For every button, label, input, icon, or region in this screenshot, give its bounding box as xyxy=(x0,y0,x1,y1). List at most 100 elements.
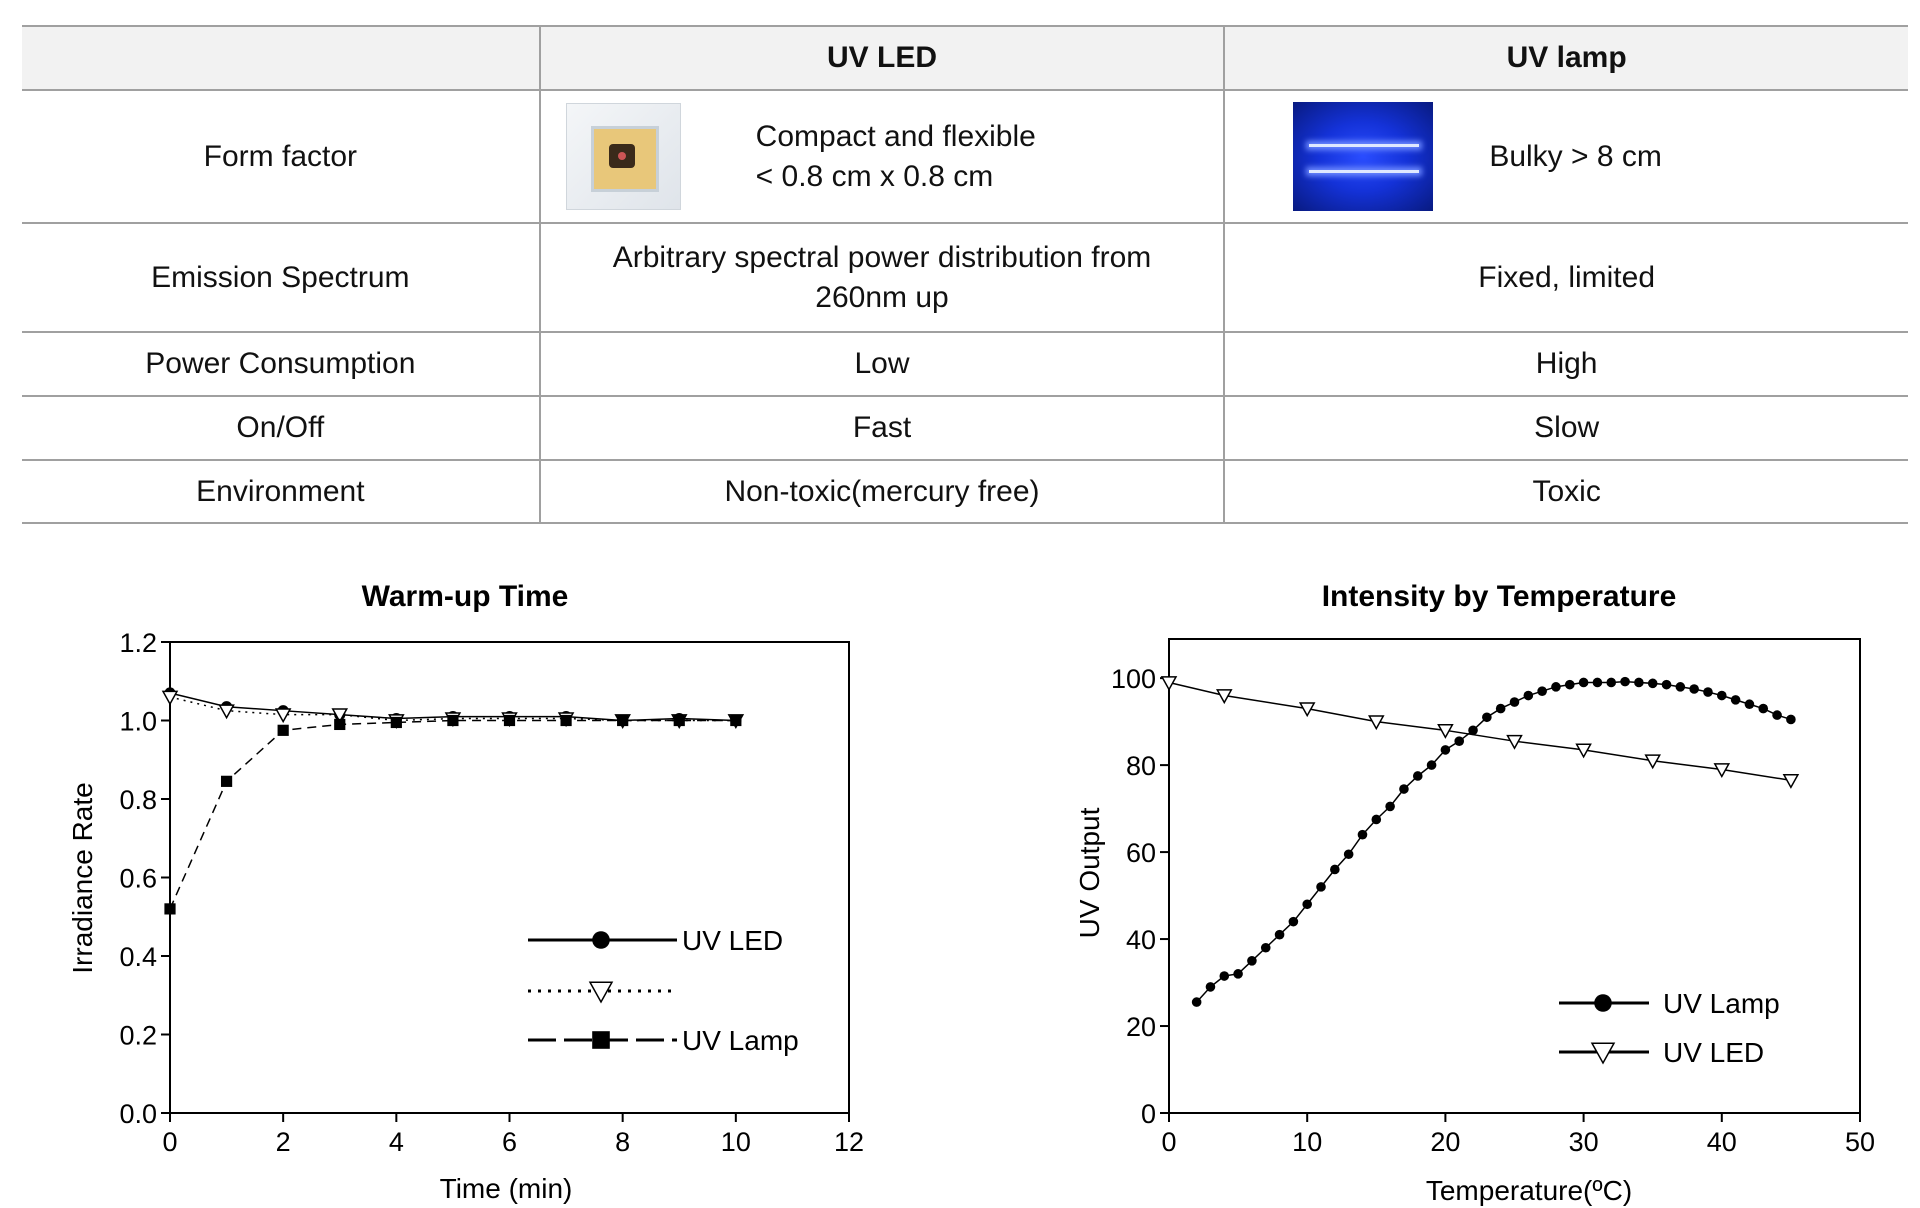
series-uv-led xyxy=(1160,676,1800,789)
legend-entry: UV LED xyxy=(1559,1037,1764,1068)
led-form-line2: < 0.8 cm x 0.8 cm xyxy=(755,159,994,193)
data-point xyxy=(390,716,402,729)
data-point xyxy=(617,714,629,727)
x-tick-label: 30 xyxy=(1569,1127,1599,1157)
row-label: Power Consumption xyxy=(22,331,540,397)
data-point xyxy=(331,708,349,724)
data-point xyxy=(1551,682,1561,692)
data-point xyxy=(1247,955,1257,966)
data-point xyxy=(1758,703,1769,714)
data-point xyxy=(1191,997,1202,1007)
legend-label: UV Lamp xyxy=(1663,988,1780,1019)
lamp-form: Bulky > 8 cm xyxy=(1489,139,1662,173)
led-cell: Non-toxic(mercury free) xyxy=(538,459,1225,524)
x-tick-label: 50 xyxy=(1845,1127,1875,1157)
y-tick-label: 0 xyxy=(1141,1099,1156,1129)
data-point xyxy=(1620,676,1630,687)
y-tick-label: 100 xyxy=(1111,664,1156,694)
lamp-cell: Fixed, limited xyxy=(1223,222,1908,333)
legend-entry: UV Lamp xyxy=(528,1025,799,1056)
table-row: Power Consumption Low High xyxy=(22,331,1908,397)
data-point xyxy=(1578,677,1589,688)
y-tick-label: 1.0 xyxy=(119,707,157,737)
x-tick-label: 10 xyxy=(721,1127,751,1157)
x-axis-label-temperature: Temperature(ºC) xyxy=(1426,1175,1632,1206)
data-point xyxy=(1440,745,1451,755)
data-point xyxy=(1298,702,1316,718)
data-point xyxy=(1703,687,1713,697)
series-line xyxy=(1168,681,1792,782)
y-tick-label: 0.6 xyxy=(119,864,157,894)
lamp-cell: Toxic xyxy=(1223,459,1908,524)
legend-label: UV Lamp xyxy=(682,1025,799,1056)
data-point xyxy=(164,903,176,915)
lamp-cell: Slow xyxy=(1223,395,1908,461)
data-point xyxy=(1219,971,1230,981)
table-row: Environment Non-toxic(mercury free) Toxi… xyxy=(22,459,1908,524)
x-tick-label: 10 xyxy=(1292,1127,1322,1157)
data-point xyxy=(1371,814,1382,825)
led-cell: Low xyxy=(538,331,1225,397)
data-point xyxy=(1288,916,1299,927)
data-point xyxy=(1399,784,1409,794)
data-point xyxy=(1675,682,1686,692)
x-tick-label: 6 xyxy=(502,1127,517,1157)
legend-entry: UV LED xyxy=(528,925,783,956)
data-point xyxy=(1523,690,1534,701)
plot-warmup: 0 2 4 6 8 10 12 0.0 0.2 0.4 0.6 0.8 1.0 1.2 UV LED UV L… xyxy=(119,628,864,1157)
data-point xyxy=(277,724,289,736)
legend-entry xyxy=(528,981,677,1004)
data-point xyxy=(1689,684,1699,694)
data-point xyxy=(1468,725,1478,736)
x-tick-label: 0 xyxy=(162,1127,177,1157)
legend-entry: UV Lamp xyxy=(1559,988,1780,1019)
series-line xyxy=(1196,680,1792,1003)
legend-label: UV LED xyxy=(1663,1037,1764,1068)
data-point xyxy=(1343,849,1354,860)
data-point xyxy=(447,714,459,727)
y-tick-label: 0.4 xyxy=(119,942,157,972)
header-empty xyxy=(22,25,540,91)
series-line xyxy=(169,719,736,910)
data-point xyxy=(1385,801,1395,812)
data-point xyxy=(1537,686,1547,696)
legend-marker xyxy=(1590,1042,1616,1065)
x-tick-label: 40 xyxy=(1707,1127,1737,1157)
data-point xyxy=(1330,864,1340,875)
table-row: On/Off Fast Slow xyxy=(22,395,1908,461)
y-tick-label: 0.0 xyxy=(119,1099,157,1129)
led-cell: Arbitrary spectral power distribution fr… xyxy=(538,222,1225,333)
data-point xyxy=(1509,697,1520,707)
data-point xyxy=(1606,677,1617,688)
y-axis-label-temperature: UV Output xyxy=(1074,807,1105,938)
chart-title-temperature: Intensity by Temperature xyxy=(1322,580,1677,613)
led-cell: Fast xyxy=(538,395,1225,461)
legend-label: UV LED xyxy=(682,925,783,956)
row-label: Environment xyxy=(22,459,540,524)
data-point xyxy=(1233,969,1243,979)
data-point xyxy=(1412,771,1423,781)
legend-marker xyxy=(592,931,610,949)
y-tick-label: 60 xyxy=(1126,838,1156,868)
data-point xyxy=(1786,714,1796,725)
data-point xyxy=(220,775,233,787)
x-tick-label: 8 xyxy=(615,1127,630,1157)
lamp-cell: High xyxy=(1223,331,1908,397)
y-tick-label: 0.8 xyxy=(119,785,157,815)
data-point xyxy=(730,714,742,727)
plot-frame xyxy=(1168,638,1861,1114)
series-uv-lamp xyxy=(164,714,742,915)
uv-led-chip-image xyxy=(565,103,681,210)
y-tick-label: 1.2 xyxy=(119,628,157,658)
header-uv-led: UV LED xyxy=(538,25,1225,91)
data-point xyxy=(1274,929,1285,940)
data-point xyxy=(1495,703,1506,714)
legend-marker xyxy=(592,1031,610,1049)
data-point xyxy=(1260,942,1271,953)
data-point xyxy=(1772,710,1782,720)
y-axis-label-warmup: Irradiance Rate xyxy=(67,782,98,973)
led-form-line1: Compact and flexible xyxy=(755,119,1036,153)
lamp-cell: Bulky > 8 cm xyxy=(1223,89,1908,224)
row-label: On/Off xyxy=(22,395,540,461)
uv-lamp-image xyxy=(1293,102,1434,211)
